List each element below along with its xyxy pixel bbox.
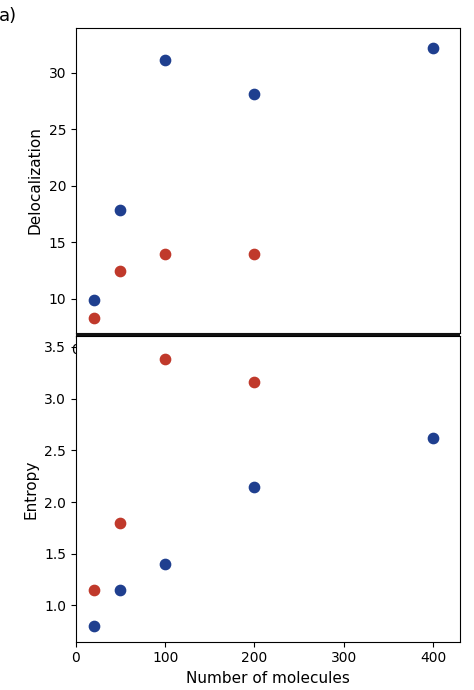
X-axis label: Number of molecules: Number of molecules — [186, 362, 350, 377]
X-axis label: Number of molecules: Number of molecules — [186, 671, 350, 686]
Point — [117, 265, 124, 276]
Point — [90, 584, 98, 595]
Point — [161, 55, 169, 66]
Point — [429, 42, 437, 53]
Point — [251, 481, 258, 492]
Point — [251, 377, 258, 388]
Point — [90, 621, 98, 632]
Y-axis label: Delocalization: Delocalization — [28, 126, 43, 234]
Point — [251, 89, 258, 100]
Point — [429, 433, 437, 444]
Point — [117, 204, 124, 215]
Text: a): a) — [0, 6, 17, 25]
Point — [161, 354, 169, 365]
Point — [90, 313, 98, 324]
Point — [90, 295, 98, 306]
Point — [161, 248, 169, 259]
Point — [251, 248, 258, 259]
Point — [117, 518, 124, 529]
Y-axis label: Entropy: Entropy — [24, 460, 38, 519]
Point — [161, 559, 169, 570]
Point — [117, 584, 124, 595]
